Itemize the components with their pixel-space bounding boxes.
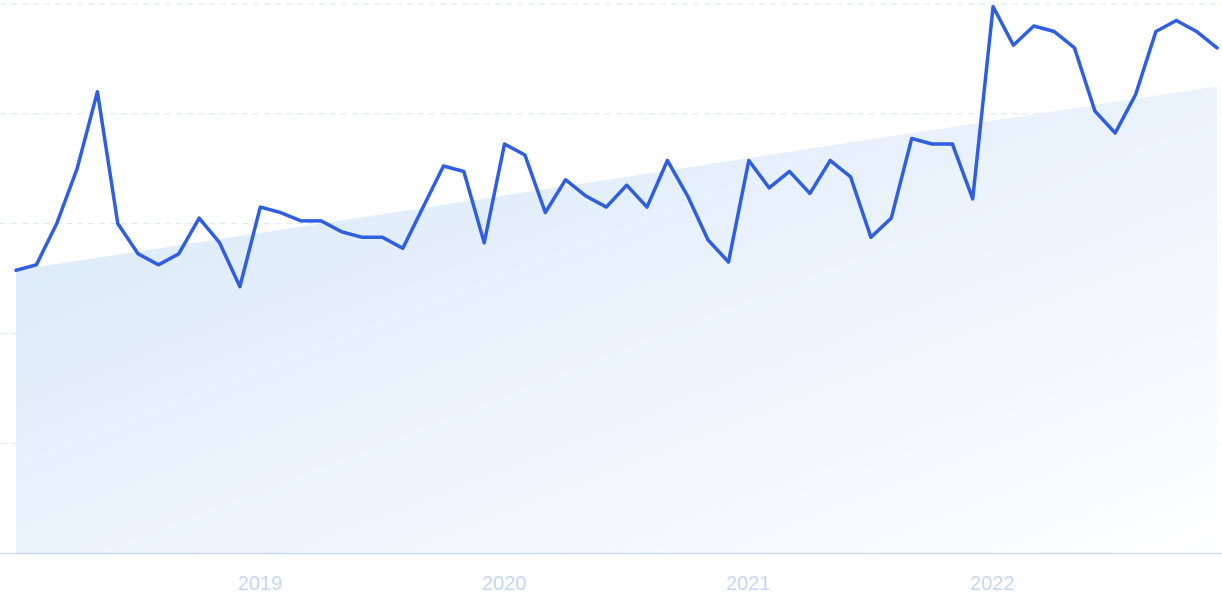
trend-area xyxy=(16,86,1217,553)
x-tick-label: 2022 xyxy=(970,573,1015,595)
series-layer xyxy=(14,4,1219,289)
x-tick-label: 2019 xyxy=(238,573,283,595)
x-tick-label: 2021 xyxy=(726,573,771,595)
x-axis: 2019 2020 2021 2022 xyxy=(0,552,1222,595)
trend-area-fill xyxy=(16,86,1217,553)
series-line xyxy=(14,4,1219,289)
x-tick-label: 2020 xyxy=(482,573,527,595)
